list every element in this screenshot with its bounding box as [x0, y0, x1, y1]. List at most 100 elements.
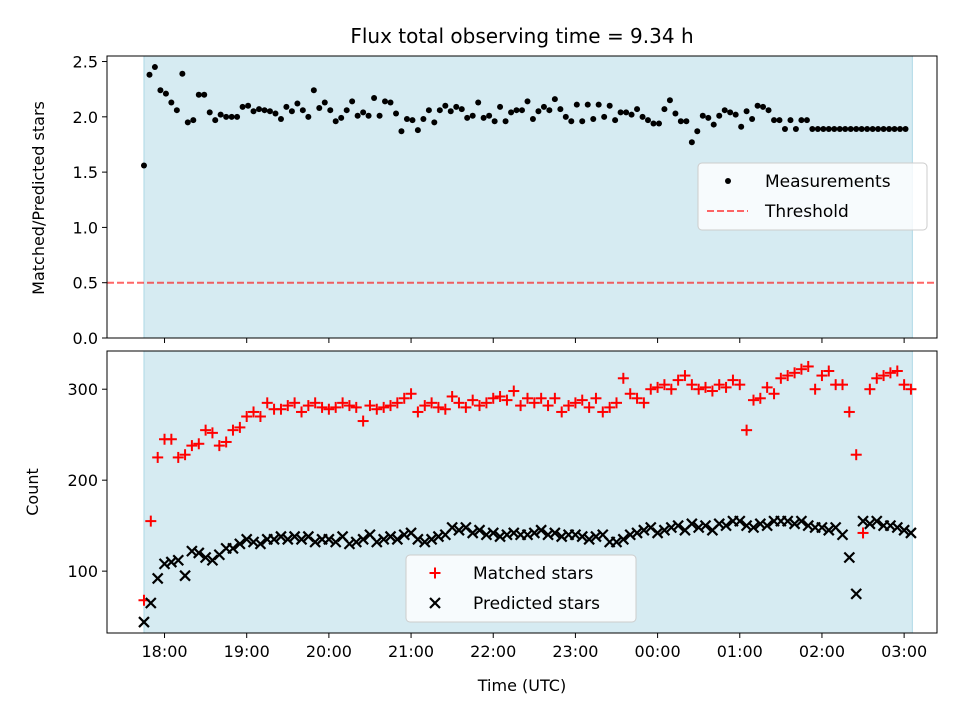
matched-star-point — [700, 381, 712, 393]
matched-star-point — [289, 397, 301, 409]
predicted-star-point — [227, 542, 239, 555]
measurement-point — [721, 107, 728, 114]
predicted-star-point — [158, 558, 171, 570]
x-tick-label: 18:00 — [141, 642, 187, 661]
predicted-star-point — [905, 527, 917, 539]
measurement-point — [223, 113, 230, 120]
matched-star-point — [172, 451, 184, 463]
measurement-point — [376, 112, 383, 119]
predicted-star-point — [754, 518, 767, 530]
predicted-star-point — [193, 547, 205, 559]
predicted-star-point — [850, 588, 862, 600]
measurement-point — [256, 106, 263, 113]
predicted-star-point — [295, 533, 308, 546]
matched-star-point — [583, 401, 595, 413]
measurement-point — [321, 99, 328, 106]
matched-star-point — [405, 388, 417, 400]
measurement-point — [562, 113, 569, 120]
measurement-point — [491, 118, 498, 125]
matched-star-point — [398, 392, 410, 404]
matched-star-point — [576, 394, 588, 406]
matched-star-point — [631, 392, 643, 404]
matched-star-point — [713, 379, 725, 391]
measurement-point — [398, 128, 405, 135]
matched-star-point — [343, 400, 355, 412]
matched-star-point — [165, 433, 177, 445]
matched-star-point — [186, 440, 198, 452]
predicted-star-point — [234, 538, 246, 550]
matched-star-point — [672, 374, 684, 386]
matched-star-point — [857, 527, 869, 539]
measurement-point — [146, 71, 153, 78]
measurement-point — [382, 98, 389, 105]
matched-star-point — [816, 370, 828, 382]
predicted-star-point — [638, 524, 650, 536]
predicted-star-point — [425, 533, 438, 546]
measurement-point — [403, 116, 410, 123]
predicted-star-point — [275, 530, 287, 543]
predicted-star-point — [843, 551, 856, 564]
measurement-point — [272, 110, 279, 117]
y-tick-label: 1.0 — [73, 218, 98, 237]
matched-star-point — [330, 401, 342, 413]
matched-star-point — [446, 390, 458, 402]
measurement-point — [568, 118, 575, 125]
predicted-star-point — [631, 527, 643, 539]
measurement-point — [842, 125, 849, 132]
measurement-point — [206, 109, 213, 116]
legend-marker-measurements — [725, 178, 731, 184]
predicted-star-point — [747, 521, 760, 534]
matched-star-point — [652, 381, 664, 393]
measurement-point — [184, 119, 191, 126]
measurement-point — [464, 114, 471, 121]
matched-star-point — [275, 403, 287, 415]
x-tick-label: 00:00 — [635, 642, 681, 661]
matched-star-point — [494, 390, 506, 402]
y-tick-label: 1.5 — [73, 163, 98, 182]
measurement-point — [814, 125, 821, 132]
predicted-star-point — [884, 519, 897, 532]
measurement-point — [245, 102, 252, 109]
measurement-point — [157, 87, 164, 94]
matched-star-point — [535, 392, 547, 404]
bottom-legend: Matched stars Predicted stars — [405, 554, 637, 623]
matched-star-point — [432, 401, 444, 413]
measurement-point — [864, 125, 871, 132]
measurement-point — [316, 104, 323, 111]
predicted-star-point — [343, 538, 356, 550]
predicted-star-point — [494, 530, 506, 543]
predicted-star-point — [357, 533, 369, 546]
predicted-star-point — [350, 536, 363, 548]
matched-star-point — [227, 424, 239, 436]
measurement-point — [234, 113, 241, 120]
matched-star-point — [556, 406, 568, 418]
predicted-star-point — [446, 521, 458, 534]
measurement-point — [727, 109, 734, 116]
measurement-point — [836, 125, 843, 132]
legend-label-matched: Matched stars — [473, 564, 593, 584]
measurement-point — [623, 109, 630, 116]
matched-star-point — [905, 383, 917, 395]
measurement-point — [239, 103, 246, 110]
predicted-star-point — [466, 527, 479, 539]
predicted-star-point — [240, 533, 253, 546]
predicted-star-point — [288, 530, 301, 543]
matched-star-point — [302, 400, 314, 412]
x-tick-label: 23:00 — [552, 642, 598, 661]
measurement-point — [787, 117, 794, 124]
measurement-point — [486, 112, 493, 119]
predicted-star-point — [555, 530, 568, 543]
matched-star-point — [741, 424, 753, 436]
predicted-star-point — [686, 518, 698, 530]
measurement-point — [497, 103, 504, 110]
ratio-marks — [107, 64, 937, 284]
y-tick-label: 300 — [67, 380, 98, 399]
matched-star-point — [706, 385, 718, 397]
measurement-point — [508, 109, 515, 116]
measurement-point — [261, 107, 268, 114]
measurement-point — [847, 125, 854, 132]
measurement-point — [502, 118, 509, 125]
matched-star-point — [624, 388, 636, 400]
matched-star-point — [426, 397, 438, 409]
matched-star-point — [795, 363, 807, 375]
